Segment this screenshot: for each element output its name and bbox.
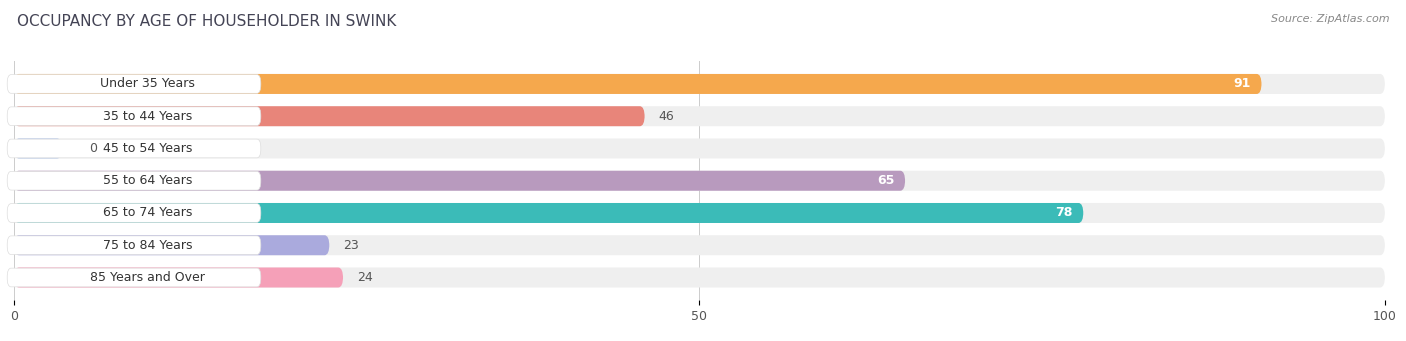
FancyBboxPatch shape	[14, 235, 329, 255]
Text: 78: 78	[1054, 207, 1073, 220]
Text: 24: 24	[357, 271, 373, 284]
FancyBboxPatch shape	[14, 203, 1385, 223]
FancyBboxPatch shape	[14, 106, 1385, 126]
FancyBboxPatch shape	[14, 171, 905, 191]
FancyBboxPatch shape	[7, 236, 262, 255]
Text: 91: 91	[1233, 77, 1250, 90]
FancyBboxPatch shape	[14, 74, 1385, 94]
FancyBboxPatch shape	[7, 75, 262, 93]
Text: 0: 0	[90, 142, 97, 155]
FancyBboxPatch shape	[7, 268, 262, 287]
Text: 35 to 44 Years: 35 to 44 Years	[103, 110, 193, 123]
Text: 46: 46	[658, 110, 673, 123]
Text: 85 Years and Over: 85 Years and Over	[90, 271, 205, 284]
Text: OCCUPANCY BY AGE OF HOUSEHOLDER IN SWINK: OCCUPANCY BY AGE OF HOUSEHOLDER IN SWINK	[17, 14, 396, 29]
FancyBboxPatch shape	[14, 138, 1385, 159]
FancyBboxPatch shape	[14, 138, 62, 159]
Text: 23: 23	[343, 239, 359, 252]
FancyBboxPatch shape	[14, 106, 644, 126]
Text: 65: 65	[877, 174, 894, 187]
FancyBboxPatch shape	[7, 107, 262, 125]
Text: Under 35 Years: Under 35 Years	[100, 77, 195, 90]
FancyBboxPatch shape	[7, 139, 262, 158]
FancyBboxPatch shape	[14, 267, 343, 287]
FancyBboxPatch shape	[7, 204, 262, 222]
FancyBboxPatch shape	[14, 171, 1385, 191]
FancyBboxPatch shape	[7, 172, 262, 190]
Text: 65 to 74 Years: 65 to 74 Years	[103, 207, 193, 220]
FancyBboxPatch shape	[14, 203, 1084, 223]
FancyBboxPatch shape	[14, 267, 1385, 287]
Text: 45 to 54 Years: 45 to 54 Years	[103, 142, 193, 155]
FancyBboxPatch shape	[14, 235, 1385, 255]
Text: 75 to 84 Years: 75 to 84 Years	[103, 239, 193, 252]
FancyBboxPatch shape	[14, 74, 1261, 94]
Text: 55 to 64 Years: 55 to 64 Years	[103, 174, 193, 187]
Text: Source: ZipAtlas.com: Source: ZipAtlas.com	[1271, 14, 1389, 24]
